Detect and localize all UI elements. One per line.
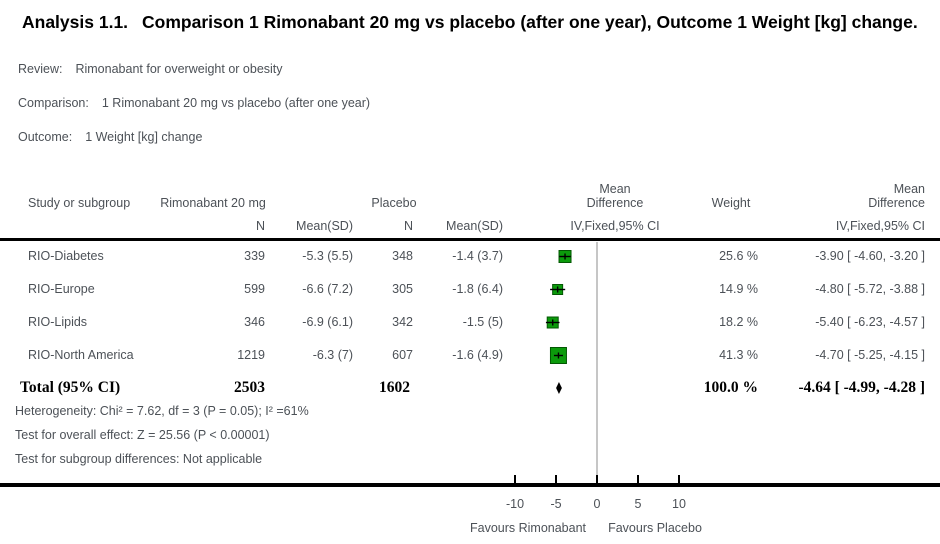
header-control-group: Placebo [371, 196, 417, 210]
header-md-text-line2: Difference [868, 196, 925, 210]
table-row: RIO-Lipids 346 -6.9 (6.1) 342 -1.5 (5) 1… [0, 306, 940, 339]
header-md-plot-line1: Mean [599, 182, 631, 196]
axis-tick-label: -10 [505, 497, 525, 511]
overall-effect-note: Test for overall effect: Z = 25.56 (P < … [15, 428, 270, 442]
axis-tick-label: 10 [672, 497, 686, 511]
treatment-n: 599 [244, 282, 265, 296]
total-weight: 100.0 % [703, 379, 758, 396]
treatment-mean-sd: -5.3 (5.5) [302, 249, 353, 263]
treatment-n: 339 [244, 249, 265, 263]
heterogeneity-note: Heterogeneity: Chi² = 7.62, df = 3 (P = … [15, 404, 309, 418]
total-label: Total (95% CI) [20, 379, 121, 396]
control-mean-sd: -1.6 (4.9) [452, 348, 503, 362]
outcome-line: Outcome: 1 Weight [kg] change [18, 130, 202, 144]
control-n: 342 [392, 315, 413, 329]
header-md-text-line1: Mean [893, 182, 925, 196]
comparison-line: Comparison: 1 Rimonabant 20 mg vs placebo… [18, 96, 370, 110]
header-divider-rule [0, 238, 940, 241]
header-ci-method-plot: IV,Fixed,95% CI [570, 219, 660, 233]
study-md-ci: -4.70 [ -5.25, -4.15 ] [815, 348, 925, 362]
analysis-title-text: Comparison 1 Rimonabant 20 mg vs placebo… [142, 12, 918, 32]
axis-tick-label: 0 [593, 497, 601, 511]
page-title: Analysis 1.1. Comparison 1 Rimonabant 20 … [22, 12, 918, 33]
table-row: RIO-North America 1219 -6.3 (7) 607 -1.6… [0, 339, 940, 372]
favours-right-label: Favours Placebo [608, 521, 702, 535]
review-line: Review: Rimonabant for overweight or obes… [18, 62, 283, 76]
control-n: 607 [392, 348, 413, 362]
header-n-control: N [403, 219, 413, 233]
outcome-label: Outcome: [18, 130, 73, 144]
analysis-number: Analysis 1.1. [22, 12, 129, 32]
header-meansd-control: Mean(SD) [446, 219, 503, 233]
study-weight: 14.9 % [719, 282, 758, 296]
control-mean-sd: -1.8 (6.4) [452, 282, 503, 296]
comparison-label: Comparison: [18, 96, 89, 110]
treatment-mean-sd: -6.3 (7) [312, 348, 353, 362]
axis-rule [0, 483, 940, 487]
review-label: Review: [18, 62, 63, 76]
control-n: 305 [392, 282, 413, 296]
header-meansd-treatment: Mean(SD) [296, 219, 353, 233]
study-md-ci: -3.90 [ -4.60, -3.20 ] [815, 249, 925, 263]
total-treatment-n: 2503 [234, 379, 265, 396]
control-mean-sd: -1.5 (5) [462, 315, 503, 329]
total-row: Total (95% CI) 2503 1602 100.0 % -4.64 [… [0, 374, 940, 402]
study-weight: 18.2 % [719, 315, 758, 329]
favours-left-label: Favours Rimonabant [469, 521, 587, 535]
header-study: Study or subgroup [28, 196, 131, 210]
total-control-n: 1602 [379, 379, 410, 396]
review-value: Rimonabant for overweight or obesity [75, 62, 283, 76]
treatment-mean-sd: -6.6 (7.2) [302, 282, 353, 296]
table-row: RIO-Diabetes 339 -5.3 (5.5) 348 -1.4 (3.… [0, 240, 940, 273]
comparison-value: 1 Rimonabant 20 mg vs placebo (after one… [101, 96, 371, 110]
study-weight: 25.6 % [719, 249, 758, 263]
header-md-plot-line2: Difference [586, 196, 644, 210]
treatment-mean-sd: -6.9 (6.1) [302, 315, 353, 329]
study-name: RIO-Europe [28, 282, 95, 296]
study-name: RIO-North America [28, 348, 134, 362]
header-treatment-group: Rimonabant 20 mg [160, 196, 266, 210]
table-row: RIO-Europe 599 -6.6 (7.2) 305 -1.8 (6.4)… [0, 273, 940, 306]
study-weight: 41.3 % [719, 348, 758, 362]
total-md-ci: -4.64 [ -4.99, -4.28 ] [798, 379, 925, 396]
study-md-ci: -5.40 [ -6.23, -4.57 ] [815, 315, 925, 329]
treatment-n: 1219 [237, 348, 265, 362]
study-name: RIO-Diabetes [28, 249, 104, 263]
control-mean-sd: -1.4 (3.7) [452, 249, 503, 263]
control-n: 348 [392, 249, 413, 263]
axis-tick-label: 5 [634, 497, 642, 511]
axis-tick-label: -5 [550, 497, 562, 511]
treatment-n: 346 [244, 315, 265, 329]
study-md-ci: -4.80 [ -5.72, -3.88 ] [815, 282, 925, 296]
outcome-value: 1 Weight [kg] change [85, 130, 203, 144]
study-name: RIO-Lipids [28, 315, 88, 329]
subgroup-differences-note: Test for subgroup differences: Not appli… [15, 452, 263, 466]
header-ci-method-text: IV,Fixed,95% CI [835, 219, 925, 233]
header-n-treatment: N [255, 219, 265, 233]
header-weight: Weight [711, 196, 751, 210]
